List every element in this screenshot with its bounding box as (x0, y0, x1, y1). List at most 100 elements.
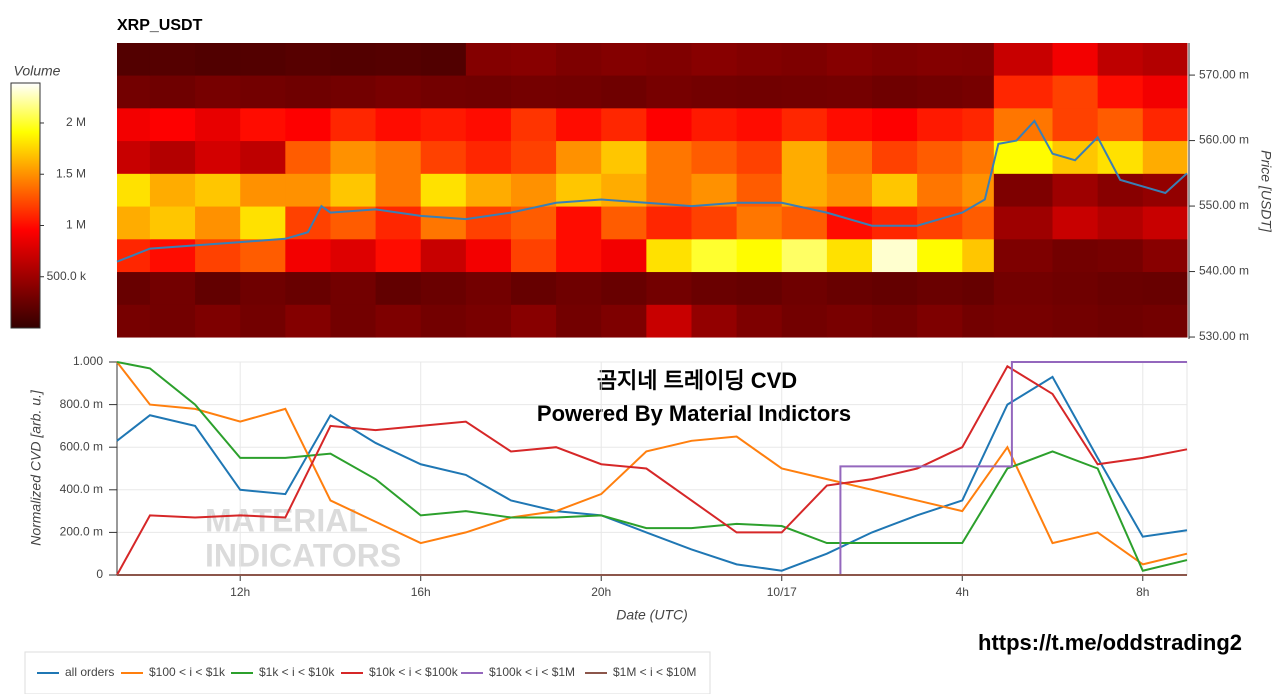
heatmap-cell (1097, 107, 1144, 142)
y-tick-label: 540.00 m (1199, 264, 1249, 278)
heatmap-cell (826, 271, 873, 305)
heatmap-cell (117, 304, 151, 338)
heatmap-cell (149, 75, 196, 109)
heatmap-cell (149, 304, 196, 338)
heatmap-cell (465, 43, 512, 76)
colorbar-tick-label: 1.5 M (56, 166, 86, 180)
heatmap-cell (1052, 75, 1099, 109)
y-tick-label: 570.00 m (1199, 67, 1249, 81)
heatmap-cell (1142, 271, 1188, 305)
legend-label: $100k < i < $1M (489, 665, 575, 679)
heatmap-cell (691, 304, 738, 338)
heatmap-cell (872, 206, 918, 240)
x-tick-label: 12h (230, 585, 250, 599)
heatmap-cell (872, 304, 918, 338)
heatmap-cell (510, 140, 557, 174)
heatmap-cell (646, 43, 692, 76)
heatmap-cell (117, 75, 151, 109)
series-line (116, 361, 1188, 572)
heatmap-cell (240, 173, 286, 207)
heatmap-cell (736, 206, 783, 240)
heatmap-cell (465, 140, 512, 174)
heatmap-cell (330, 304, 377, 338)
heatmap-cell (117, 271, 151, 305)
heatmap-cell (1097, 43, 1144, 76)
x-tick-label: 16h (411, 585, 431, 599)
heatmap-cell (993, 271, 1054, 305)
heatmap-cell (465, 238, 512, 273)
y-tick-label: 530.00 m (1199, 329, 1249, 343)
y-tick-label: 200.0 m (60, 525, 103, 539)
heatmap-cell (465, 206, 512, 240)
heatmap-cell (781, 140, 828, 174)
heatmap-cell (375, 206, 422, 240)
heatmap-cell (1142, 238, 1188, 273)
heatmap-cell (646, 206, 692, 240)
heatmap-cell (285, 206, 331, 240)
y-tick-label: 550.00 m (1199, 198, 1249, 212)
heatmap-cell (330, 140, 377, 174)
heatmap-cell (465, 75, 512, 109)
heatmap-cell (330, 107, 377, 142)
y-tick-label: 560.00 m (1199, 133, 1249, 147)
heatmap-cell (962, 238, 995, 273)
heatmap-cell (872, 43, 918, 76)
heatmap-cell (556, 304, 602, 338)
heatmap-cell (601, 107, 647, 142)
heatmap-cell (420, 140, 467, 174)
heatmap-cell (601, 206, 647, 240)
heatmap-cell (646, 238, 692, 273)
colorbar-tick-label: 1 M (66, 218, 86, 232)
heatmap-cell (117, 107, 151, 142)
heatmap-cell (285, 43, 331, 76)
price-line (116, 119, 1188, 263)
heatmap-cell (781, 173, 828, 207)
heatmap-cell (510, 43, 557, 76)
heatmap-cell (240, 271, 286, 305)
heatmap-cell (872, 271, 918, 305)
heatmap-cell (1097, 304, 1144, 338)
heatmap-cell (993, 238, 1054, 273)
heatmap-cell (826, 140, 873, 174)
y-tick-label: 600.0 m (60, 439, 103, 453)
heatmap-cell (240, 140, 286, 174)
heatmap-cell (646, 271, 692, 305)
heatmap-cell (1097, 206, 1144, 240)
colorbar (10, 82, 41, 329)
heatmap-cell (917, 140, 963, 174)
heatmap-cell (1052, 271, 1099, 305)
x-tick-label: 20h (591, 585, 611, 599)
colorbar-title: Volume (14, 63, 61, 79)
heatmap-cell (465, 271, 512, 305)
heatmap-cell (1097, 75, 1144, 109)
heatmap-cell (601, 43, 647, 76)
heatmap-cell (420, 173, 467, 207)
heatmap-cell (556, 75, 602, 109)
heatmap-cell (691, 206, 738, 240)
heatmap-cell (736, 238, 783, 273)
heatmap-cell (1142, 304, 1188, 338)
heatmap-cell (601, 304, 647, 338)
heatmap-cell (917, 75, 963, 109)
heatmap-cell (646, 75, 692, 109)
heatmap-cell (917, 271, 963, 305)
heatmap-cell (962, 107, 995, 142)
heatmap-cell (993, 43, 1054, 76)
heatmap-cell (872, 107, 918, 142)
heatmap-cell (962, 271, 995, 305)
heatmap-cell (195, 107, 241, 142)
heatmap-cell (330, 271, 377, 305)
heatmap-cell (420, 304, 467, 338)
heatmap-cell (117, 43, 151, 76)
heatmap-cell (420, 271, 467, 305)
heatmap-cell (993, 107, 1054, 142)
heatmap-cell (149, 173, 196, 207)
heatmap-cell (601, 238, 647, 273)
heatmap-cell (1052, 43, 1099, 76)
heatmap-cell (465, 304, 512, 338)
legend-label: $100 < i < $1k (149, 665, 226, 679)
x-tick-label: 10/17 (767, 585, 797, 599)
heatmap-cell (375, 140, 422, 174)
heatmap-cell (736, 43, 783, 76)
heatmap-cell (646, 107, 692, 142)
